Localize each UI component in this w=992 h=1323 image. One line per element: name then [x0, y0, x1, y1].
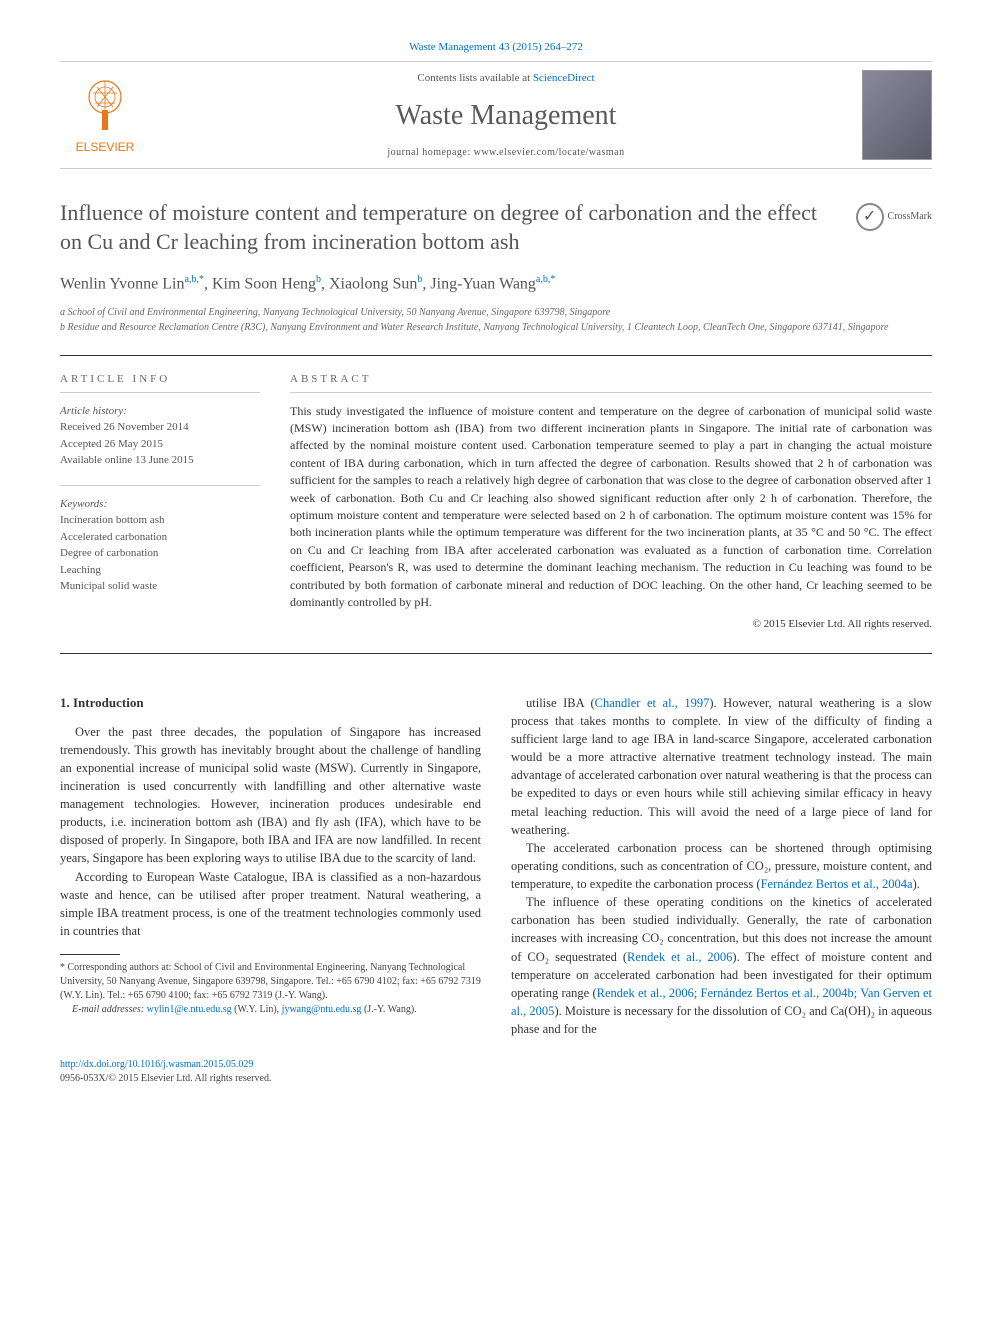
abstract-heading: ABSTRACT [290, 372, 932, 392]
doi-link[interactable]: http://dx.doi.org/10.1016/j.wasman.2015.… [60, 1059, 253, 1070]
keyword: Leaching [60, 562, 260, 579]
issn-copyright: 0956-053X/© 2015 Elsevier Ltd. All right… [60, 1073, 271, 1084]
history-online: Available online 13 June 2015 [60, 452, 260, 469]
keywords-block: Keywords: Incineration bottom ash Accele… [60, 485, 260, 595]
crossmark-icon: ✓ [856, 203, 884, 231]
body-columns: 1. Introduction Over the past three deca… [60, 694, 932, 1038]
history-accepted: Accepted 26 May 2015 [60, 436, 260, 453]
article-info-heading: ARTICLE INFO [60, 372, 260, 392]
keyword: Municipal solid waste [60, 578, 260, 595]
article-title: Influence of moisture content and temper… [60, 199, 836, 256]
journal-title: Waste Management [150, 96, 862, 135]
history-label: Article history: [60, 403, 260, 420]
body-para-1: Over the past three decades, the populat… [60, 723, 481, 868]
citation-header: Waste Management 43 (2015) 264–272 [60, 40, 932, 55]
crossmark-label: CrossMark [888, 210, 932, 224]
body-para-3: utilise IBA (Chandler et al., 1997). How… [511, 694, 932, 839]
email-who-1: (W.Y. Lin), [232, 1004, 282, 1015]
email-label: E-mail addresses: [72, 1004, 144, 1015]
ref-link[interactable]: Rendek et al., 2006 [627, 950, 732, 964]
keywords-label: Keywords: [60, 496, 260, 513]
keyword: Incineration bottom ash [60, 512, 260, 529]
affiliation-b: b Residue and Resource Reclamation Centr… [60, 320, 932, 335]
crossmark-badge[interactable]: ✓ CrossMark [856, 203, 932, 231]
affiliation-a: a School of Civil and Environmental Engi… [60, 305, 932, 320]
abstract-col: ABSTRACT This study investigated the inf… [290, 372, 932, 632]
publisher-logo: ELSEVIER [60, 70, 150, 160]
text-span: ). [913, 877, 920, 891]
email-link-1[interactable]: wylin1@e.ntu.edu.sg [147, 1004, 232, 1015]
info-abstract-row: ARTICLE INFO Article history: Received 2… [60, 355, 932, 653]
footnote-separator [60, 954, 120, 955]
text-span: ). Moisture is necessary for the dissolu… [511, 1004, 932, 1036]
masthead: ELSEVIER Contents lists available at Sci… [60, 61, 932, 169]
corresponding-author-note: * Corresponding authors at: School of Ci… [60, 961, 481, 1003]
authors-line: Wenlin Yvonne Lina,b,*, Kim Soon Hengb, … [60, 273, 932, 296]
journal-center: Contents lists available at ScienceDirec… [150, 71, 862, 160]
keyword: Degree of carbonation [60, 545, 260, 562]
contents-available: Contents lists available at ScienceDirec… [150, 71, 862, 86]
email-addresses: E-mail addresses: wylin1@e.ntu.edu.sg (W… [60, 1003, 481, 1017]
keyword: Accelerated carbonation [60, 529, 260, 546]
journal-homepage: journal homepage: www.elsevier.com/locat… [150, 146, 862, 160]
email-link-2[interactable]: jywang@ntu.edu.sg [282, 1004, 362, 1015]
sciencedirect-link[interactable]: ScienceDirect [533, 72, 595, 84]
title-row: Influence of moisture content and temper… [60, 199, 932, 256]
contents-label: Contents lists available at [417, 72, 530, 84]
section-1-heading: 1. Introduction [60, 694, 481, 713]
abstract-copyright: © 2015 Elsevier Ltd. All rights reserved… [290, 617, 932, 632]
article-info-col: ARTICLE INFO Article history: Received 2… [60, 372, 260, 632]
affiliations: a School of Civil and Environmental Engi… [60, 305, 932, 335]
page-footer: http://dx.doi.org/10.1016/j.wasman.2015.… [60, 1058, 932, 1086]
body-para-5: The influence of these operating conditi… [511, 893, 932, 1038]
ref-link[interactable]: Fernández Bertos et al., 2004a [761, 877, 913, 891]
elsevier-tree-icon [75, 75, 135, 135]
email-who-2: (J.-Y. Wang). [361, 1004, 416, 1015]
text-span: utilise IBA ( [526, 696, 595, 710]
history-received: Received 26 November 2014 [60, 419, 260, 436]
text-span: ). However, natural weathering is a slow… [511, 696, 932, 837]
abstract-text: This study investigated the influence of… [290, 403, 932, 612]
body-para-4: The accelerated carbonation process can … [511, 839, 932, 893]
journal-cover-thumb [862, 70, 932, 160]
publisher-name: ELSEVIER [76, 139, 135, 156]
ref-link[interactable]: Chandler et al., 1997 [595, 696, 710, 710]
article-history: Article history: Received 26 November 20… [60, 403, 260, 469]
body-para-2: According to European Waste Catalogue, I… [60, 868, 481, 941]
